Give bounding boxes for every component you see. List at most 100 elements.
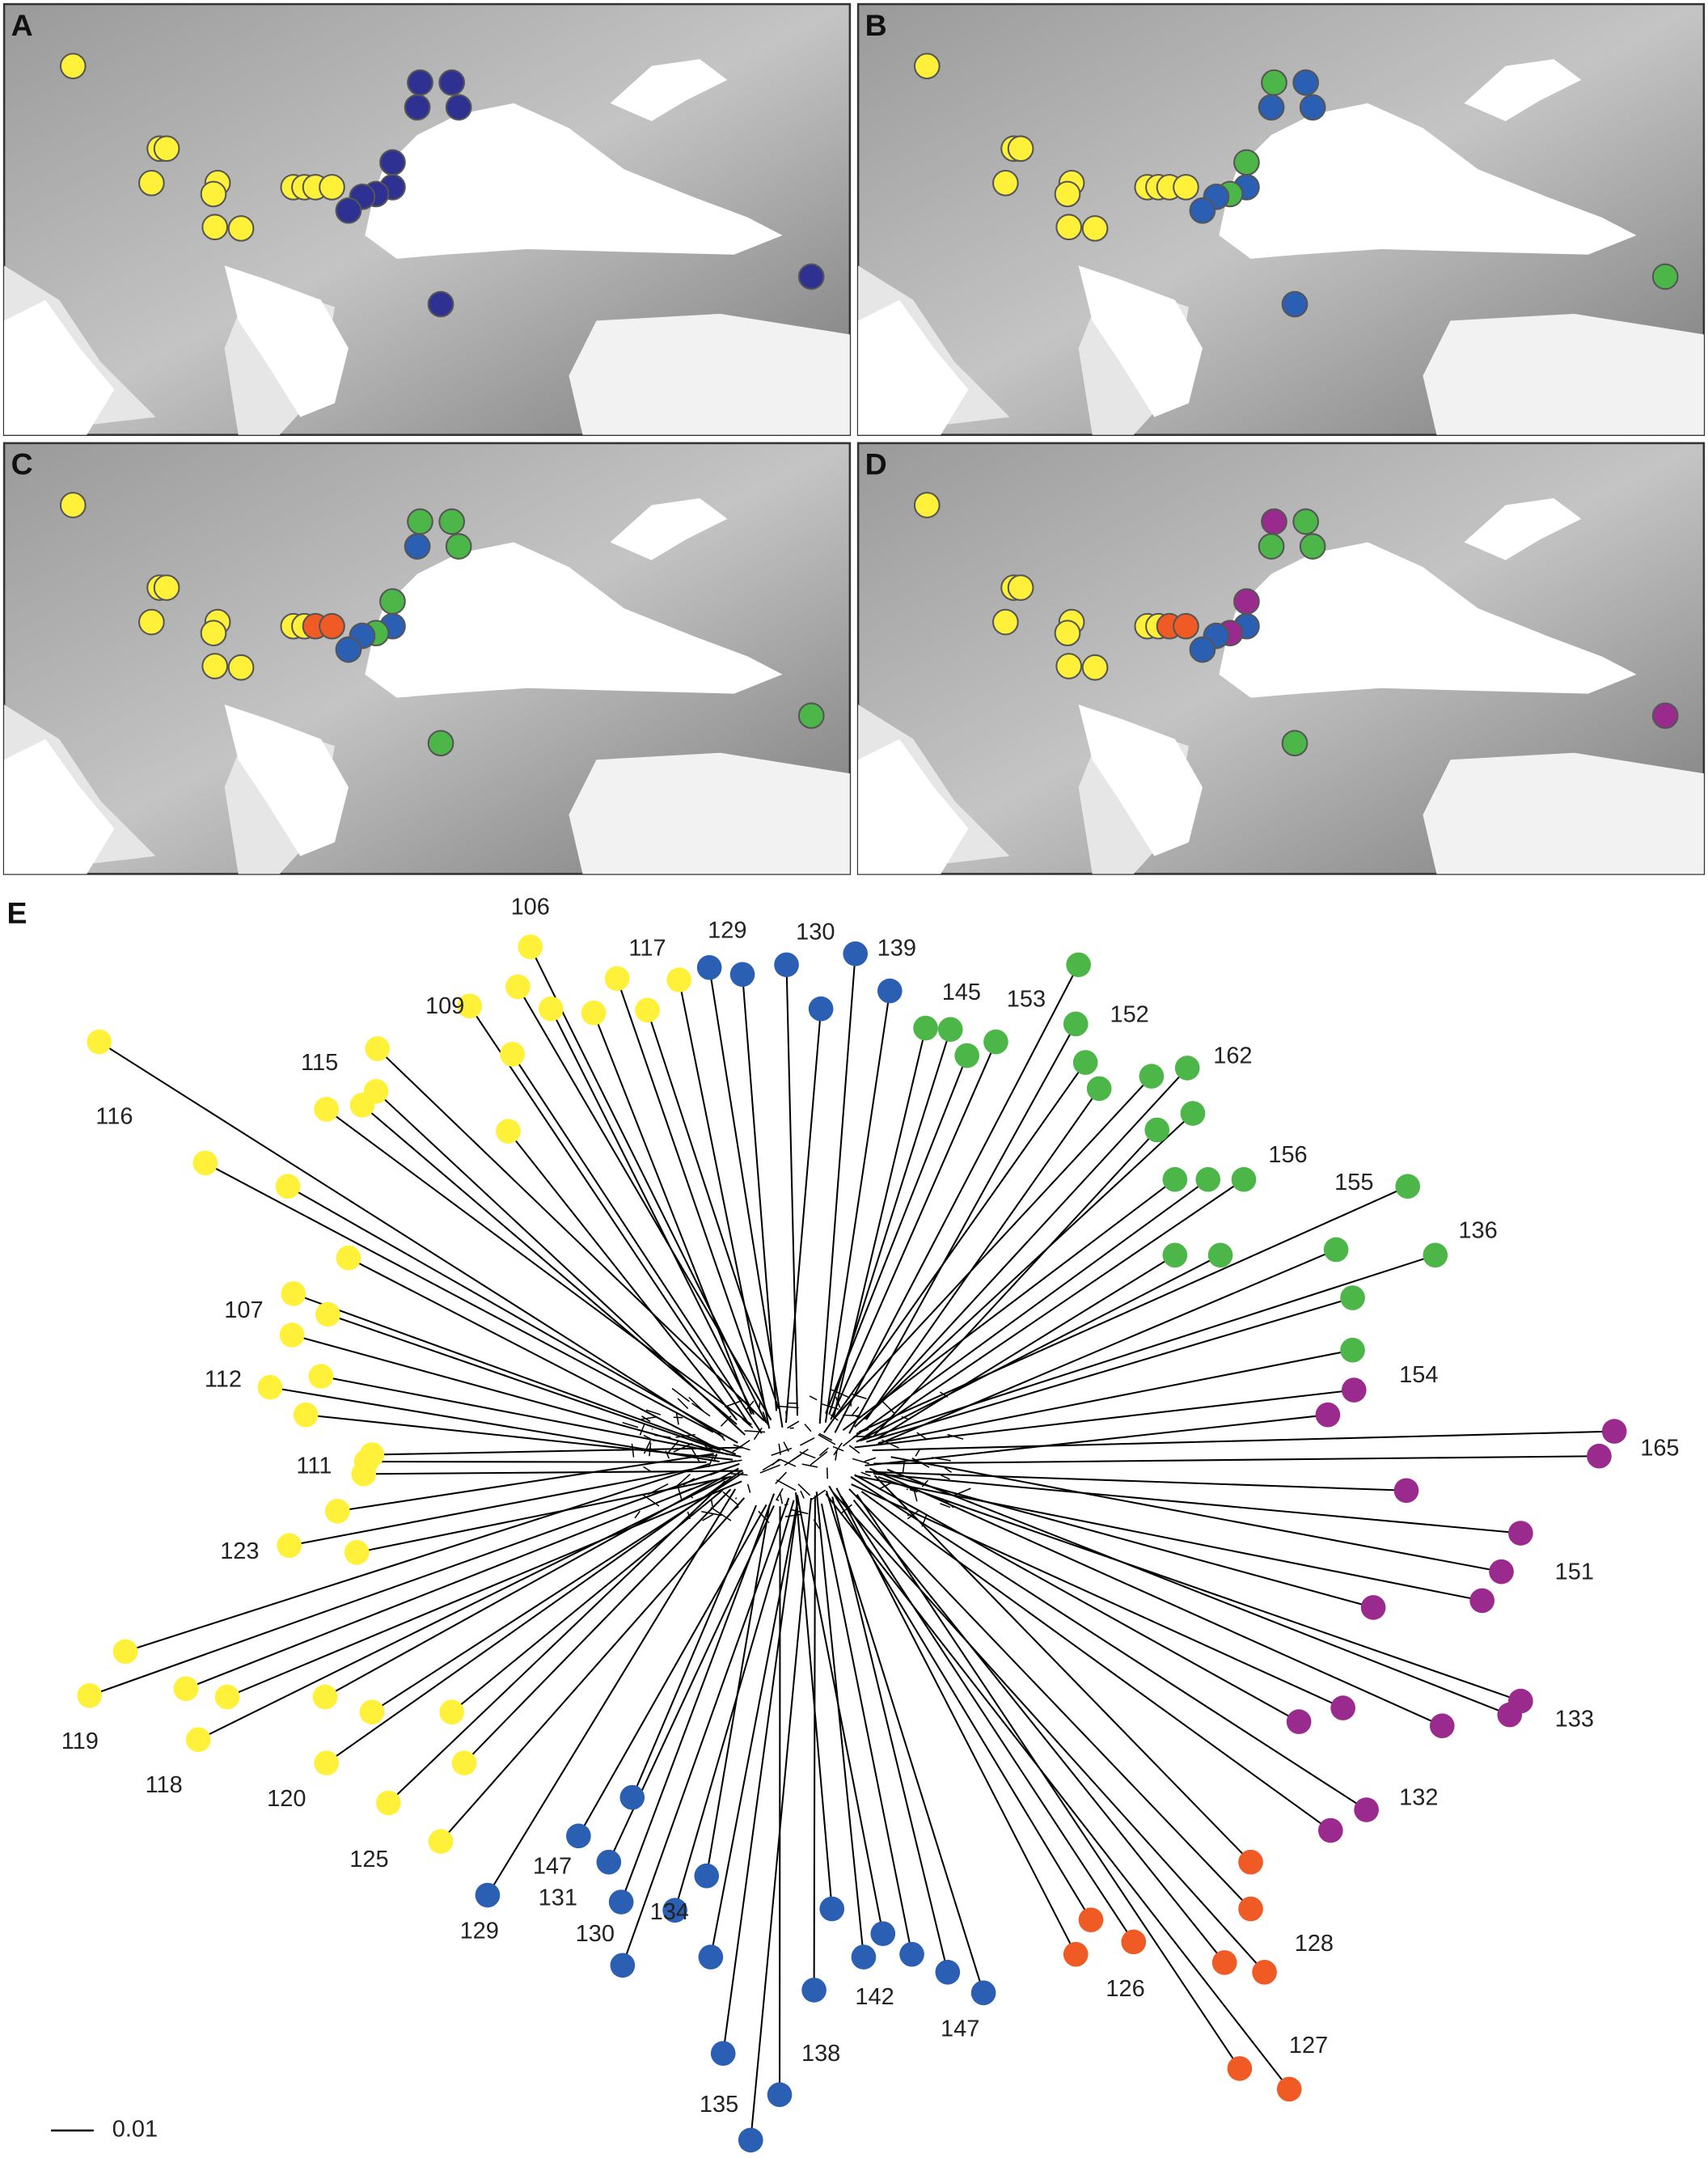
network-edge <box>734 1497 738 1500</box>
network-edge <box>810 1489 827 1500</box>
sample-dot <box>1258 94 1285 121</box>
tree-node <box>1066 952 1091 978</box>
network-edge <box>913 1489 918 1502</box>
sample-dot <box>427 290 454 318</box>
sample-dot <box>1173 612 1199 640</box>
sample-dot <box>407 69 433 96</box>
tree-node <box>801 1978 827 2003</box>
sample-dot <box>445 533 472 560</box>
sample-dot <box>1081 654 1109 681</box>
sample-dot <box>138 169 165 197</box>
branch <box>205 1162 714 1433</box>
tree-node <box>538 996 564 1022</box>
panel-label: A <box>11 8 33 42</box>
sample-dot <box>407 508 433 535</box>
tree-node <box>1429 1713 1455 1739</box>
map-panels: A B C D <box>2 2 1706 875</box>
sample-dot <box>59 53 87 80</box>
network-edge <box>799 1451 816 1459</box>
network-edge <box>818 1432 833 1441</box>
branch <box>289 1460 737 1547</box>
branch <box>326 1469 743 1764</box>
sample-dot <box>59 492 87 518</box>
network-edge <box>671 1387 690 1403</box>
branch <box>577 1504 767 1837</box>
tree-node <box>1341 1377 1367 1403</box>
sample-dot <box>1299 94 1326 121</box>
branch <box>813 1495 816 1991</box>
sample-dot <box>1007 135 1034 163</box>
sea <box>1219 103 1637 259</box>
network-edge <box>641 1493 660 1507</box>
sea <box>1219 542 1637 698</box>
node-label: 162 <box>1213 1043 1252 1068</box>
branch <box>646 1009 780 1410</box>
sample-dot <box>404 533 431 560</box>
tree-node <box>1323 1237 1349 1263</box>
tree-node <box>1211 1950 1237 1975</box>
tree-node <box>1162 1242 1188 1268</box>
branch <box>865 1297 1353 1443</box>
sample-dot <box>227 215 255 242</box>
map-panel: C <box>2 442 852 875</box>
tree-node <box>192 1150 218 1176</box>
branch <box>185 1480 713 1690</box>
sample-dot <box>1054 620 1081 647</box>
tree-node <box>843 941 869 967</box>
network-edge <box>639 1423 645 1436</box>
network-edge <box>797 1483 811 1496</box>
sea <box>365 542 783 698</box>
tree-node <box>710 2041 736 2066</box>
branch <box>750 1497 812 2140</box>
branch <box>287 1185 738 1444</box>
sample-dot <box>1281 290 1308 318</box>
tree-node <box>899 1941 924 1967</box>
branch <box>848 1488 1252 1910</box>
tree-node <box>581 1001 607 1026</box>
branch <box>873 1475 1252 1863</box>
tree-node <box>954 1043 979 1068</box>
sea <box>1464 497 1582 561</box>
branch <box>440 1497 746 1843</box>
node-label: 109 <box>425 993 464 1019</box>
map-panel: D <box>856 442 1706 875</box>
network-edge <box>634 1510 640 1519</box>
tree-node <box>518 934 543 959</box>
network-edge <box>677 1398 689 1410</box>
branch <box>631 1504 757 1798</box>
network-edge <box>880 1399 896 1415</box>
branch <box>674 1500 795 1911</box>
network-edge <box>860 1471 871 1477</box>
tree-node <box>1354 1797 1379 1822</box>
tree-node <box>596 1849 622 1875</box>
network-edge <box>776 1487 784 1501</box>
network-edge <box>947 1433 964 1440</box>
tree-node <box>819 1896 845 1922</box>
branch <box>872 1430 1615 1452</box>
scale-bar-label: 0.01 <box>112 2117 158 2143</box>
sample-dot <box>1055 214 1083 241</box>
branch <box>854 1389 1355 1449</box>
branch <box>785 964 799 1416</box>
tree-node <box>324 1498 350 1524</box>
tree-node <box>1360 1595 1386 1620</box>
sea <box>610 59 728 121</box>
branch <box>873 1455 1600 1465</box>
branch <box>511 1053 763 1434</box>
network-edge <box>776 1479 797 1492</box>
branch <box>620 1493 776 1902</box>
branch <box>834 1075 1152 1419</box>
branch <box>784 1009 822 1424</box>
branch <box>825 1493 1291 2090</box>
sea <box>1078 265 1203 417</box>
branch <box>873 1472 1521 1534</box>
branch <box>291 1334 729 1456</box>
tree-node <box>694 1863 720 1889</box>
branch <box>835 1487 1077 1955</box>
node-label: 154 <box>1399 1362 1438 1388</box>
tree-node <box>1144 1117 1170 1143</box>
branch <box>678 980 771 1429</box>
sample-dot <box>319 612 345 640</box>
network-edge <box>784 1453 801 1466</box>
node-label: 152 <box>1110 1001 1148 1027</box>
